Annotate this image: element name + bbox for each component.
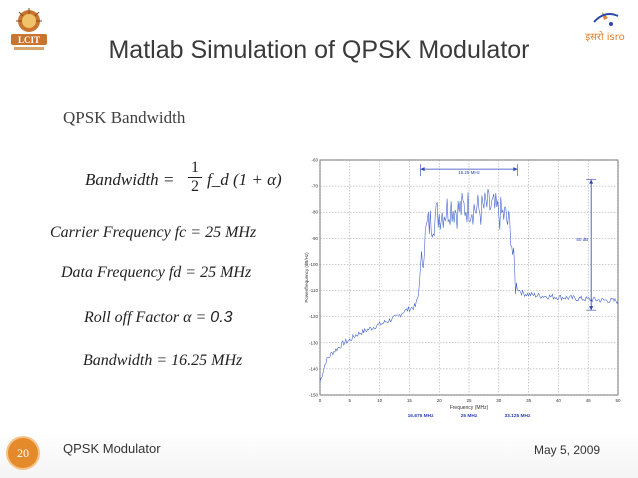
carrier-label: Carrier Frequency fc = (50, 224, 206, 241)
y-tick-label: -90 (311, 236, 318, 241)
lcit-sun-emblem (16, 8, 42, 32)
y-tick-label: -110 (309, 288, 318, 293)
formula-lhs: Bandwidth = (85, 170, 175, 189)
formula-fraction: 1 2 (188, 159, 202, 196)
frequency-marker-label: 25 MHz (461, 413, 478, 419)
frequency-marker-label: 16.875 MHz (408, 413, 434, 419)
chart-series (319, 189, 619, 383)
x-tick-label: 35 (526, 398, 532, 403)
y-tick-label: -100 (309, 262, 319, 267)
psd-chart: 0 5 10 15 20 25 30 35 40 45 50 -60 -70 -80 -90 -100 -110… (304, 158, 621, 420)
y-axis-label: Power/frequency (dB/Hz) (304, 252, 309, 303)
rolloff-factor-line: Roll off Factor α = 0.3 (84, 309, 233, 327)
formula-rhs: f_d (1 + α) (207, 170, 282, 189)
y-tick-label: -140 (309, 366, 319, 371)
chart-annotations: 16.25 MHz 50 dB 16.875 MHz 25 MHz 33.125 MHz (408, 164, 597, 419)
y-tick-label: -150 (309, 393, 319, 398)
carrier-frequency-line: Carrier Frequency fc = 25 MHz (50, 224, 256, 242)
bandwidth-label: Bandwidth = (83, 352, 172, 369)
x-tick-label: 40 (556, 398, 562, 403)
footer-date: May 5, 2009 (534, 443, 601, 457)
isro-rocket-emblem (593, 12, 619, 26)
data-frequency-line: Data Frequency fd = 25 MHz (61, 264, 251, 282)
page-number-badge: 20 (8, 438, 38, 468)
isro-logo: इसरो isro (585, 12, 625, 43)
psd-series-line (319, 189, 619, 383)
rolloff-value: 0.3 (210, 309, 233, 326)
bandwidth-annotation-label: 16.25 MHz (458, 170, 481, 175)
x-tick-label: 15 (407, 398, 413, 403)
formula-denominator: 2 (191, 178, 199, 195)
footer-topic: QPSK Modulator (63, 441, 161, 456)
attenuation-annotation-label: 50 dB (576, 237, 588, 242)
isro-logo-text: इसरो isro (585, 31, 625, 43)
x-tick-label: 50 (615, 398, 621, 403)
footer-bar (0, 432, 638, 478)
chart-ticks: 0 5 10 15 20 25 30 35 40 45 50 -60 -70 -80 -90 -100 -110… (309, 158, 621, 404)
lcit-logo: LCIT (11, 8, 47, 50)
x-tick-label: 45 (586, 398, 592, 403)
slide-title: Matlab Simulation of QPSK Modulator (108, 36, 530, 64)
y-tick-label: -60 (311, 158, 318, 163)
rolloff-label: Roll off Factor α = (84, 309, 211, 326)
lcit-logo-text: LCIT (18, 35, 40, 45)
x-tick-label: 5 (349, 398, 352, 403)
y-tick-label: -130 (309, 340, 319, 345)
carrier-value: 25 MHz (205, 224, 257, 241)
bandwidth-value: 16.25 MHz (171, 352, 243, 369)
x-tick-label: 0 (319, 398, 322, 403)
y-tick-label: -120 (309, 314, 319, 319)
chart-grid (319, 159, 619, 396)
x-axis-label: Frequency (MHz) (450, 405, 489, 411)
x-tick-label: 30 (496, 398, 502, 403)
data-label: Data Frequency fd = (61, 264, 201, 281)
formula-numerator: 1 (191, 159, 199, 176)
y-tick-label: -80 (311, 210, 318, 215)
bandwidth-result-line: Bandwidth = 16.25 MHz (83, 352, 242, 370)
data-value: 25 MHz (200, 264, 252, 281)
x-tick-label: 10 (377, 398, 383, 403)
slide-subtitle: QPSK Bandwidth (63, 108, 186, 127)
x-tick-label: 20 (437, 398, 443, 403)
x-tick-label: 25 (466, 398, 472, 403)
frequency-marker-label: 33.125 MHz (504, 413, 530, 419)
bandwidth-formula: Bandwidth = 1 2 f_d (1 + α) (85, 159, 282, 195)
y-tick-label: -70 (311, 184, 318, 189)
